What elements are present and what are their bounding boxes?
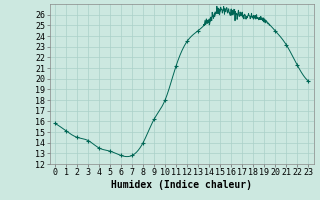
X-axis label: Humidex (Indice chaleur): Humidex (Indice chaleur) [111,180,252,190]
